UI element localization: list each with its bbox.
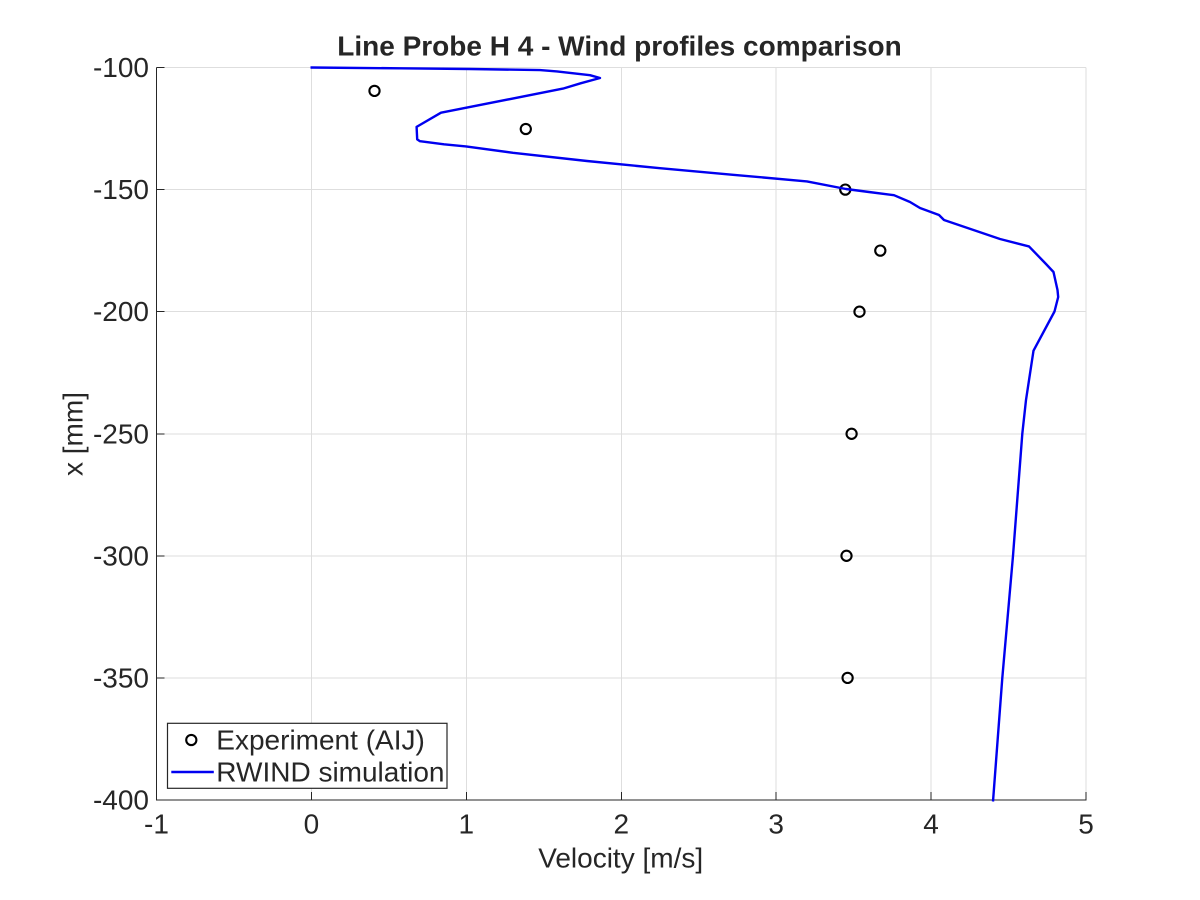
svg-text:4: 4 bbox=[923, 809, 939, 840]
svg-text:-350: -350 bbox=[93, 662, 149, 693]
svg-text:x [mm]: x [mm] bbox=[58, 392, 89, 476]
svg-text:1: 1 bbox=[459, 809, 475, 840]
svg-text:-150: -150 bbox=[93, 174, 149, 205]
svg-text:-300: -300 bbox=[93, 540, 149, 571]
svg-text:-200: -200 bbox=[93, 296, 149, 327]
svg-text:-400: -400 bbox=[93, 785, 149, 816]
svg-text:RWIND simulation: RWIND simulation bbox=[216, 757, 444, 788]
svg-text:Experiment (AIJ): Experiment (AIJ) bbox=[216, 725, 424, 756]
svg-text:2: 2 bbox=[614, 809, 630, 840]
svg-text:5: 5 bbox=[1078, 809, 1094, 840]
svg-text:-1: -1 bbox=[144, 809, 169, 840]
svg-text:-100: -100 bbox=[93, 52, 149, 83]
svg-text:0: 0 bbox=[304, 809, 320, 840]
svg-text:Line Probe H 4 - Wind profiles: Line Probe H 4 - Wind profiles compariso… bbox=[337, 31, 901, 62]
svg-text:Velocity [m/s]: Velocity [m/s] bbox=[538, 842, 703, 873]
svg-text:-250: -250 bbox=[93, 418, 149, 449]
svg-text:3: 3 bbox=[768, 809, 784, 840]
